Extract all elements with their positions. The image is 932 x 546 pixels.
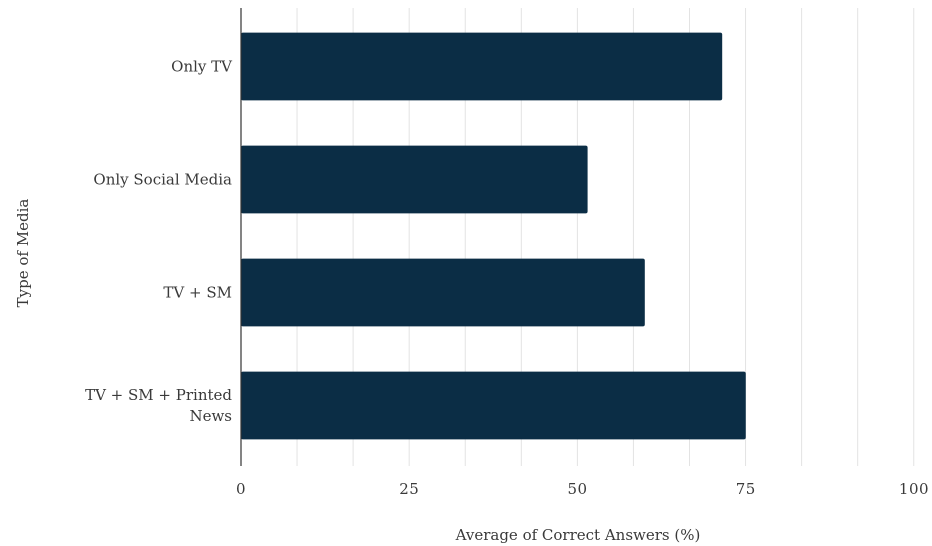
y-axis-title: Type of Media xyxy=(14,199,32,308)
bar xyxy=(241,32,723,101)
category-label: TV + SM + Printed xyxy=(85,386,232,404)
bar xyxy=(241,258,645,327)
x-tick-label: 0 xyxy=(236,480,246,498)
category-labels: Only TV Only Social Media TV + SM TV + SM +… xyxy=(85,58,233,426)
category-label: Only Social Media xyxy=(93,171,232,189)
bars xyxy=(241,32,746,440)
x-tick-label: 25 xyxy=(399,480,419,498)
category-label: News xyxy=(189,407,232,425)
x-tick-label: 50 xyxy=(567,480,587,498)
x-axis-title: Average of Correct Answers (%) xyxy=(455,526,701,544)
x-tick-labels: 0 25 50 75 100 xyxy=(236,480,929,498)
x-tick-label: 100 xyxy=(899,480,929,498)
category-label: Only TV xyxy=(171,58,233,76)
category-label: TV + SM xyxy=(163,284,232,302)
x-tick-label: 75 xyxy=(736,480,756,498)
bar xyxy=(241,145,588,214)
bar xyxy=(241,371,746,440)
